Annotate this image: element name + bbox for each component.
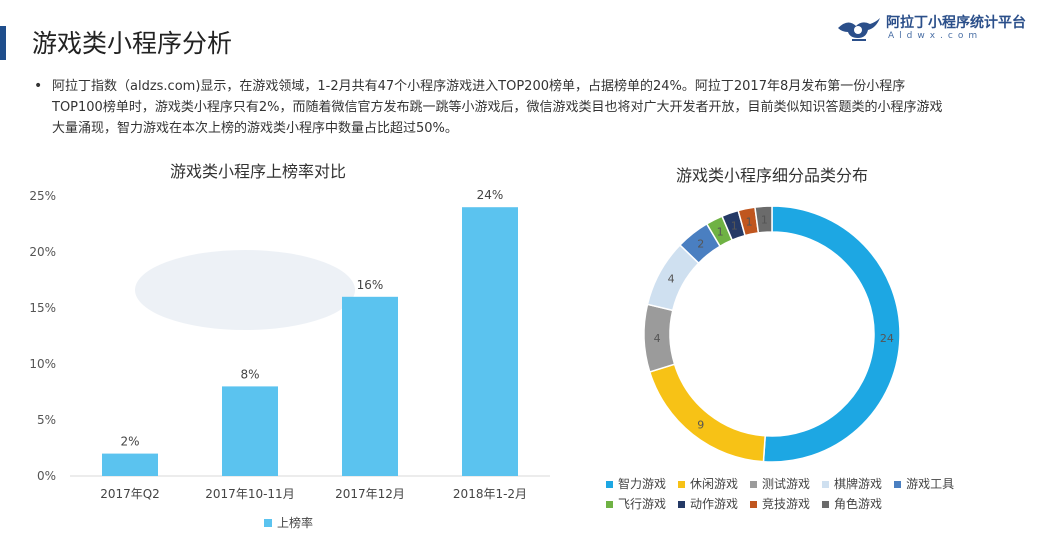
slice-data-label: 1 <box>731 219 738 232</box>
bar-data-label: 2% <box>120 435 139 449</box>
bar <box>462 207 518 476</box>
legend-label: 飞行游戏 <box>618 497 667 511</box>
legend-label: 游戏工具 <box>906 477 955 491</box>
bar <box>222 386 278 476</box>
legend-swatch <box>678 480 686 488</box>
x-tick-label: 2017年Q2 <box>100 487 160 501</box>
legend-label: 智力游戏 <box>618 477 667 491</box>
y-tick-label: 25% <box>29 189 56 203</box>
y-tick-label: 5% <box>37 413 56 427</box>
watermark-logo <box>135 250 355 330</box>
x-tick-label: 2018年1-2月 <box>453 487 527 501</box>
bar-data-label: 24% <box>477 188 504 202</box>
legend-label: 测试游戏 <box>762 477 811 491</box>
title-accent-bar <box>0 26 6 60</box>
legend-swatch <box>750 480 758 488</box>
bar <box>342 296 398 476</box>
logo-title: 阿拉丁小程序统计平台 <box>886 15 1026 31</box>
slice-data-label: 4 <box>668 273 675 286</box>
legend-item: 棋牌游戏 <box>822 474 882 494</box>
legend-item: 飞行游戏 <box>606 494 666 514</box>
bar <box>102 453 158 476</box>
legend-item: 角色游戏 <box>822 494 882 514</box>
lamp-logo-icon <box>838 18 880 41</box>
brand-logo: 阿拉丁小程序统计平台 Aldwx.com <box>836 12 1026 46</box>
slice-data-label: 1 <box>761 213 768 226</box>
legend-swatch <box>822 500 830 508</box>
bar-chart-title: 游戏类小程序上榜率对比 <box>170 162 347 181</box>
legend-label: 动作游戏 <box>690 497 739 511</box>
y-tick-label: 10% <box>29 357 56 371</box>
legend-item: 竞技游戏 <box>750 494 810 514</box>
legend-swatch <box>894 480 902 488</box>
bar-chart-legend: 上榜率 <box>264 514 313 531</box>
slice-data-label: 2 <box>697 238 704 251</box>
legend-swatch <box>606 500 613 508</box>
bar-chart: 0% 5% 10% 15% 20% 25% 2% 2017年Q2 8% 2017年10-11月 1… <box>29 188 550 501</box>
legend-swatch <box>678 500 686 508</box>
legend-label: 休闲游戏 <box>690 477 739 491</box>
legend-item: 动作游戏 <box>678 494 738 514</box>
legend-item: 测试游戏 <box>750 474 810 494</box>
donut-slice <box>754 205 773 234</box>
donut-slice <box>762 205 901 463</box>
page-title: 游戏类小程序分析 <box>32 29 233 58</box>
legend-swatch <box>606 480 613 488</box>
x-tick-label: 2017年10-11月 <box>205 487 294 501</box>
legend-item: 游戏工具 <box>894 474 954 494</box>
legend-swatch <box>822 480 830 488</box>
donut-legend: 智力游戏 休闲游戏 测试游戏 棋牌游戏 游戏工具飞行游戏 动作游戏 竞技游戏 角色游戏 <box>606 474 1026 514</box>
bar-data-label: 16% <box>357 278 384 292</box>
legend-label: 棋牌游戏 <box>834 477 883 491</box>
bar-legend-swatch <box>264 518 272 527</box>
y-tick-label: 20% <box>29 245 56 259</box>
donut-slice <box>648 363 766 463</box>
slice-data-label: 1 <box>717 225 724 238</box>
legend-label: 竞技游戏 <box>762 497 811 511</box>
x-tick-label: 2017年12月 <box>335 487 405 501</box>
legend-label: 角色游戏 <box>834 497 883 511</box>
summary-paragraph: 阿拉丁指数（aldzs.com)显示，在游戏领域，1-2月共有47个小程序游戏进… <box>52 79 943 136</box>
bar-legend-label: 上榜率 <box>277 516 314 530</box>
legend-item: 智力游戏 <box>606 474 666 494</box>
y-tick-label: 0% <box>37 469 56 483</box>
slice-data-label: 24 <box>880 332 894 345</box>
legend-item: 休闲游戏 <box>678 474 738 494</box>
bullet-icon: • <box>34 78 43 94</box>
donut-chart-title: 游戏类小程序细分品类分布 <box>676 166 869 185</box>
legend-swatch <box>750 500 758 508</box>
logo-subtitle: Aldwx.com <box>888 31 983 41</box>
slice-data-label: 9 <box>697 418 704 431</box>
slice-data-label: 4 <box>654 332 661 345</box>
slice-data-label: 1 <box>746 215 753 228</box>
bar-data-label: 8% <box>240 367 259 381</box>
y-tick-label: 15% <box>29 301 56 315</box>
